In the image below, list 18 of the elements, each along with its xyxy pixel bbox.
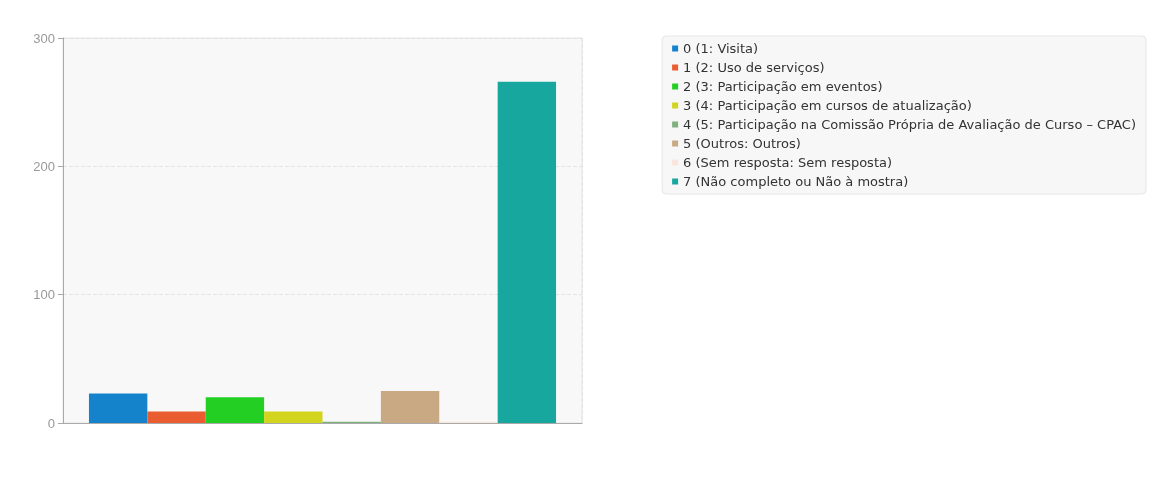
y-tick-label: 200 xyxy=(33,158,55,174)
bar xyxy=(497,81,557,423)
legend-label: 4 (5: Participação na Comissão Própria de Avaliação de Curso – CPAC) xyxy=(683,117,1137,132)
legend-label: 0 (1: Visita) xyxy=(683,41,759,56)
legend-label: 6 (Sem resposta: Sem resposta) xyxy=(683,155,893,170)
y-tick-label: 0 xyxy=(47,415,55,431)
bar xyxy=(88,393,148,423)
y-tick-label: 300 xyxy=(33,30,55,46)
legend-label: 1 (2: Uso de serviços) xyxy=(683,60,825,75)
legend-label: 7 (Não completo ou Não à mostra) xyxy=(683,174,909,189)
legend-label: 2 (3: Participação em eventos) xyxy=(683,79,883,94)
bar xyxy=(147,411,206,423)
legend-label: 5 (Outros: Outros) xyxy=(683,136,801,151)
bar xyxy=(205,397,265,423)
bar xyxy=(380,390,440,423)
y-tick-label: 100 xyxy=(33,287,55,303)
bar xyxy=(264,411,323,423)
legend-label: 3 (4: Participação em cursos de atualização) xyxy=(683,98,972,113)
